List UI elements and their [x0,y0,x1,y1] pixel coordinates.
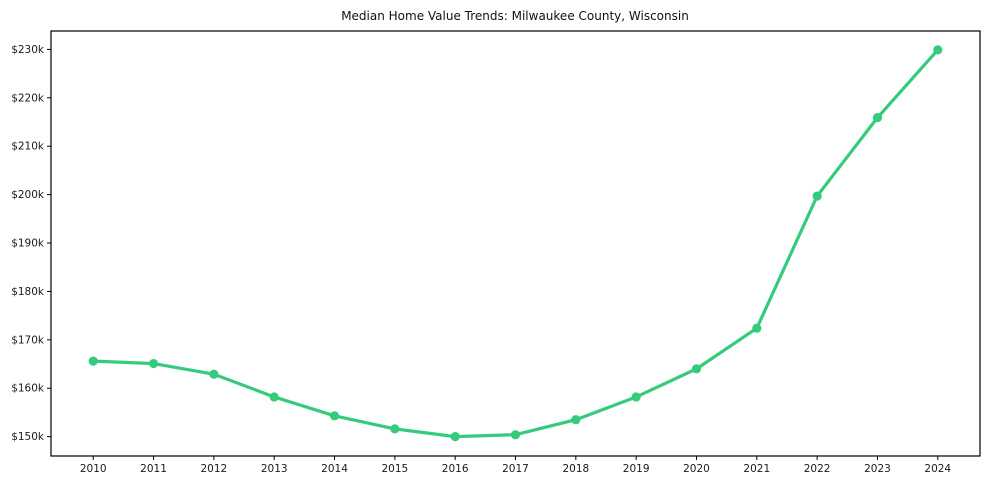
y-tick-label: $170k [11,334,45,346]
trend-line [91,48,940,439]
x-tick-label: 2018 [562,463,589,475]
y-tick-label: $200k [11,189,45,201]
x-tick-label: 2017 [502,463,529,475]
x-tick-label: 2019 [623,463,650,475]
x-tick-label: 2022 [804,463,831,475]
y-tick-label: $220k [11,92,45,104]
data-point-2020 [691,364,702,374]
y-tick-label: $230k [11,44,45,56]
data-point-2017 [510,430,521,440]
data-point-2012 [209,369,219,379]
data-point-2016 [450,432,460,442]
y-tick-label: $190k [11,238,45,250]
x-tick-label: 2020 [683,463,710,475]
x-tick-label: 2011 [140,463,167,475]
data-point-2010 [88,356,98,366]
data-point-2019 [631,392,641,402]
plot-area: $150k $160k $170k $180k $190k $200k $210k $220k… [11,30,981,475]
x-tick-label: 2023 [864,463,891,475]
data-point-2021 [752,323,762,333]
y-tick-label: $210k [11,141,45,153]
x-tick-label: 2013 [261,463,288,475]
data-point-2023 [872,113,883,123]
x-tick-label: 2015 [381,463,408,475]
x-tick-label: 2014 [321,463,348,475]
data-point-2011 [148,358,159,369]
data-point-2014 [329,411,340,421]
chart-title: Median Home Value Trends: Milwaukee Coun… [341,9,689,23]
data-point-2013 [269,392,279,402]
data-point-2018 [571,415,581,425]
data-point-2015 [390,424,400,434]
data-point-2024 [933,45,943,55]
y-tick-label: $150k [11,431,45,443]
data-point-2022 [812,191,822,201]
plot-border [50,30,981,457]
x-tick-label: 2012 [201,463,228,475]
y-tick-label: $180k [11,286,45,298]
x-tick-label: 2024 [924,463,951,475]
x-tick-label: 2021 [743,463,770,475]
x-tick-label: 2010 [80,463,107,475]
y-tick-label: $160k [11,383,45,395]
x-tick-label: 2016 [442,463,469,475]
